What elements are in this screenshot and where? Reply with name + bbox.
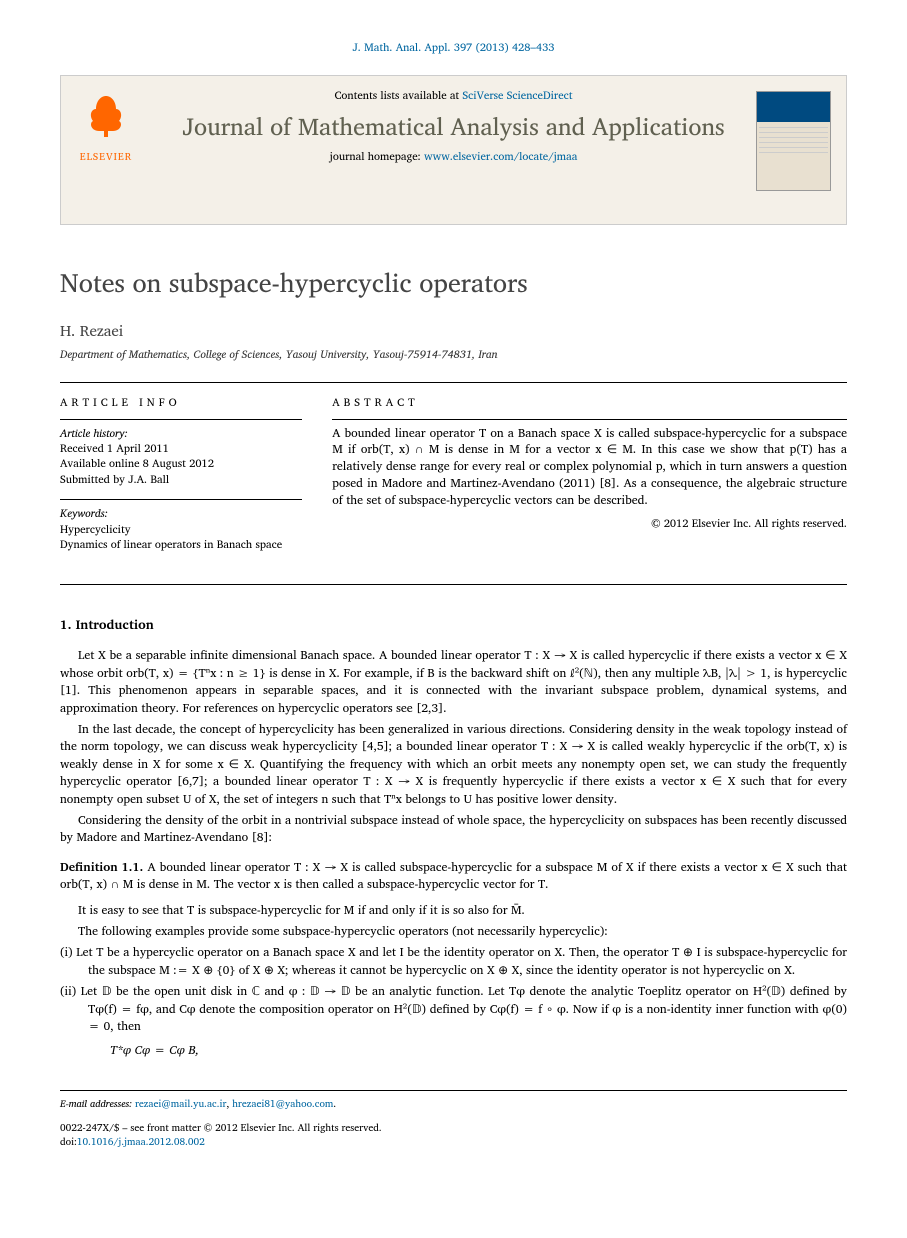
homepage-line: journal homepage: www.elsevier.com/locat… bbox=[171, 149, 736, 164]
article-title: Notes on subspace-hypercyclic operators bbox=[60, 265, 847, 301]
submitted-by: Submitted by J.A. Ball bbox=[60, 472, 302, 487]
doi-line: doi:10.1016/j.jmaa.2012.08.002 bbox=[60, 1135, 847, 1149]
doi-label: doi: bbox=[60, 1134, 77, 1150]
section-heading: 1. Introduction bbox=[60, 615, 847, 633]
sciencedirect-link[interactable]: SciVerse ScienceDirect bbox=[462, 86, 572, 104]
contents-available-line: Contents lists available at SciVerse Sci… bbox=[171, 88, 736, 103]
abstract-copyright: © 2012 Elsevier Inc. All rights reserved… bbox=[332, 516, 847, 531]
divider bbox=[60, 499, 302, 500]
keywords-block: Keywords: Hypercyclicity Dynamics of lin… bbox=[60, 506, 302, 552]
author-affiliation: Department of Mathematics, College of Sc… bbox=[60, 347, 847, 362]
definition: Definition 1.1. A bounded linear operato… bbox=[60, 859, 847, 894]
paragraph: In the last decade, the concept of hyper… bbox=[60, 721, 847, 808]
list-item: (i) Let T be a hypercyclic operator on a… bbox=[60, 944, 847, 979]
page-footer: E-mail addresses: rezaei@mail.yu.ac.ir, … bbox=[60, 1090, 847, 1149]
email-end: . bbox=[333, 1096, 336, 1112]
author-name[interactable]: H. Rezaei bbox=[60, 320, 847, 341]
publisher-name: ELSEVIER bbox=[76, 150, 136, 164]
email-link[interactable]: rezaei@mail.yu.ac.ir bbox=[135, 1096, 226, 1112]
definition-text: A bounded linear operator T : X → X is c… bbox=[60, 858, 847, 894]
keyword: Dynamics of linear operators in Banach s… bbox=[60, 537, 302, 552]
list-item: (ii) Let 𝔻 be the open unit disk in ℂ an… bbox=[60, 983, 847, 1035]
citation-line: J. Math. Anal. Appl. 397 (2013) 428–433 bbox=[60, 40, 847, 55]
abstract-column: abstract A bounded linear operator T on … bbox=[332, 395, 847, 564]
email-link[interactable]: hrezaei81@yahoo.com bbox=[232, 1096, 333, 1112]
paragraph: Let X be a separable infinite dimensiona… bbox=[60, 647, 847, 717]
paragraph: The following examples provide some subs… bbox=[60, 923, 847, 940]
divider bbox=[332, 419, 847, 420]
journal-title: Journal of Mathematical Analysis and App… bbox=[171, 112, 736, 141]
journal-header: ELSEVIER Contents lists available at Sci… bbox=[60, 75, 847, 225]
section-introduction: 1. Introduction Let X be a separable inf… bbox=[60, 615, 847, 1060]
elsevier-tree-icon bbox=[81, 91, 131, 141]
homepage-link[interactable]: www.elsevier.com/locate/jmaa bbox=[424, 147, 577, 165]
rights-line: 0022-247X/$ – see front matter © 2012 El… bbox=[60, 1121, 847, 1135]
article-history: Article history: Received 1 April 2011 A… bbox=[60, 426, 302, 488]
email-line: E-mail addresses: rezaei@mail.yu.ac.ir, … bbox=[60, 1097, 847, 1111]
abstract-label: abstract bbox=[332, 395, 847, 410]
info-abstract-row: article info Article history: Received 1… bbox=[60, 395, 847, 564]
contents-prefix: Contents lists available at bbox=[335, 86, 463, 104]
divider bbox=[60, 584, 847, 585]
journal-cover-thumbnail[interactable] bbox=[756, 91, 831, 191]
email-label: E-mail addresses: bbox=[60, 1096, 135, 1112]
formula: T*φ Cφ = Cφ B, bbox=[110, 1043, 847, 1060]
doi-link[interactable]: 10.1016/j.jmaa.2012.08.002 bbox=[77, 1134, 205, 1150]
divider bbox=[60, 419, 302, 420]
divider bbox=[60, 382, 847, 383]
paragraph: Considering the density of the orbit in … bbox=[60, 812, 847, 847]
abstract-text: A bounded linear operator T on a Banach … bbox=[332, 426, 847, 510]
publisher-logo[interactable]: ELSEVIER bbox=[76, 91, 136, 163]
article-info-label: article info bbox=[60, 395, 302, 410]
homepage-prefix: journal homepage: bbox=[330, 147, 424, 165]
article-info-column: article info Article history: Received 1… bbox=[60, 395, 302, 564]
paragraph: It is easy to see that T is subspace-hyp… bbox=[60, 902, 847, 919]
definition-label: Definition 1.1. bbox=[60, 858, 143, 877]
